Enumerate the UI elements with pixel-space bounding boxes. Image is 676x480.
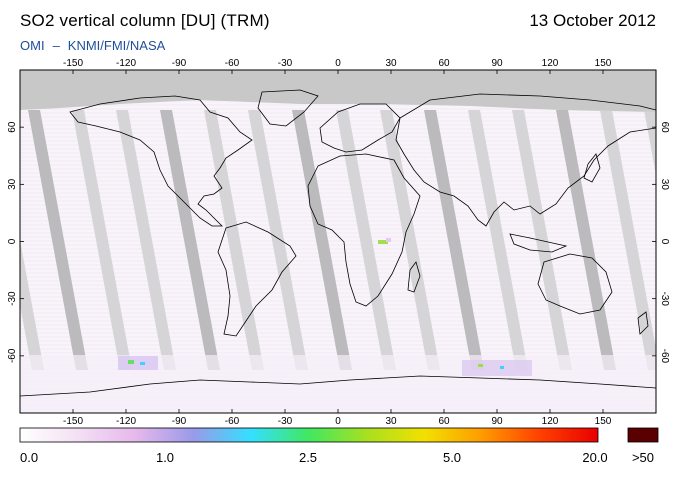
orbit-gap-stripe [72,110,132,370]
lon-tick-label-bottom: 30 [385,416,397,427]
lon-tick-label-bottom: 60 [438,416,450,427]
credit-instrument: OMI [20,38,45,53]
orbit-gap-stripe [600,110,656,370]
orbit-gap-stripe [116,110,176,370]
madagascar-coast [407,261,421,293]
lat-tick-label-right: 0 [659,239,670,245]
orbit-gap-stripe [20,240,44,370]
so2-signal-spots [118,238,532,376]
orbit-gap-stripe [380,110,440,370]
lon-tick-label-top: -120 [116,58,136,69]
lon-tick-label-top: -150 [63,58,83,69]
africa-coast [307,153,421,307]
map-date: 13 October 2012 [529,11,656,30]
orbit-gap-stripe [160,110,220,370]
lon-tick-label-top: 30 [385,58,397,69]
lon-tick-label-bottom: -90 [172,416,187,427]
orbit-gap-stripe [468,110,528,370]
lat-tick-label-left: 0 [7,238,18,244]
antarctic-noise-band [20,355,656,413]
indonesia-coast [509,233,568,253]
colorbar-label-4: 20.0 [582,450,608,465]
orbit-gap-stripe [424,110,484,370]
colorbar [19,427,599,443]
south-america-coast [217,221,297,337]
australia-coast [537,253,613,315]
credit-line: OMI – KNMI/FMI/NASA [20,38,165,53]
greenland-coast [257,89,319,127]
longitude-ticks-bottom: -150 -120 -90 -60 -30 0 30 60 90 120 150 [63,409,612,427]
lon-tick-label-top: 150 [595,58,612,69]
lon-tick-label-bottom: 150 [595,416,612,427]
lon-tick-label-bottom: 90 [491,416,503,427]
lat-tick-label-right: 30 [659,179,670,191]
orbit-gap-stripe [204,110,264,370]
credit-separator: – [52,38,60,53]
lon-tick-label-bottom: -30 [278,416,293,427]
latitude-ticks-left: 60 30 0 -30 -60 [7,121,24,363]
lon-tick-label-top: 60 [438,58,450,69]
credit-institutes: KNMI/FMI/NASA [67,38,166,53]
lon-tick-label-bottom: -120 [116,416,136,427]
asia-coast [395,93,656,227]
colorbar-label-2: 2.5 [298,450,318,465]
lon-tick-label-bottom: 0 [335,416,341,427]
lon-tick-label-top: 120 [542,58,559,69]
orbit-gap-stripe [556,110,616,370]
lon-tick-label-top: 0 [335,58,341,69]
lon-tick-label-top: -30 [278,58,293,69]
latitude-ticks-right: 60 30 0 -30 -60 [652,122,670,364]
orbit-gap-stripe [28,110,88,370]
colorbar-overflow-label: >50 [631,450,655,465]
lat-tick-label-left: -30 [7,291,18,306]
orbit-gap-stripe [292,110,352,370]
europe-coast [319,103,401,153]
lon-tick-label-bottom: 120 [542,416,559,427]
lat-tick-label-left: -60 [7,348,18,363]
new-zealand-coast [637,311,649,335]
north-america-coast [69,95,253,227]
colorbar-label-0: 0.0 [20,450,39,465]
colorbar-overflow-box [627,427,659,443]
colorbar-label-3: 5.0 [442,450,462,465]
lat-tick-label-right: -30 [659,291,670,306]
orbit-gap-stripe [248,110,308,370]
arctic-no-data [20,70,656,112]
japan-coast [583,153,601,183]
lat-tick-label-left: 30 [7,178,18,190]
lon-tick-label-top: -90 [172,58,187,69]
coastlines [20,89,656,397]
lon-tick-label-bottom: -150 [63,416,83,427]
colorbar-label-1: 1.0 [155,450,175,465]
lat-tick-label-right: -60 [659,349,670,364]
lon-tick-label-top: 90 [491,58,503,69]
map-title: SO2 vertical column [DU] (TRM) [20,11,270,30]
longitude-ticks-top: -150 -120 -90 -60 -30 0 30 60 90 120 150 [63,58,612,74]
lon-tick-label-top: -60 [225,58,240,69]
orbit-gap-stripe [336,110,396,370]
lon-tick-label-bottom: -60 [225,416,240,427]
orbit-gap-stripe [644,110,656,175]
lat-tick-label-left: 60 [7,121,18,133]
antarctica-coast [20,375,656,397]
lat-tick-label-right: 60 [659,122,670,134]
